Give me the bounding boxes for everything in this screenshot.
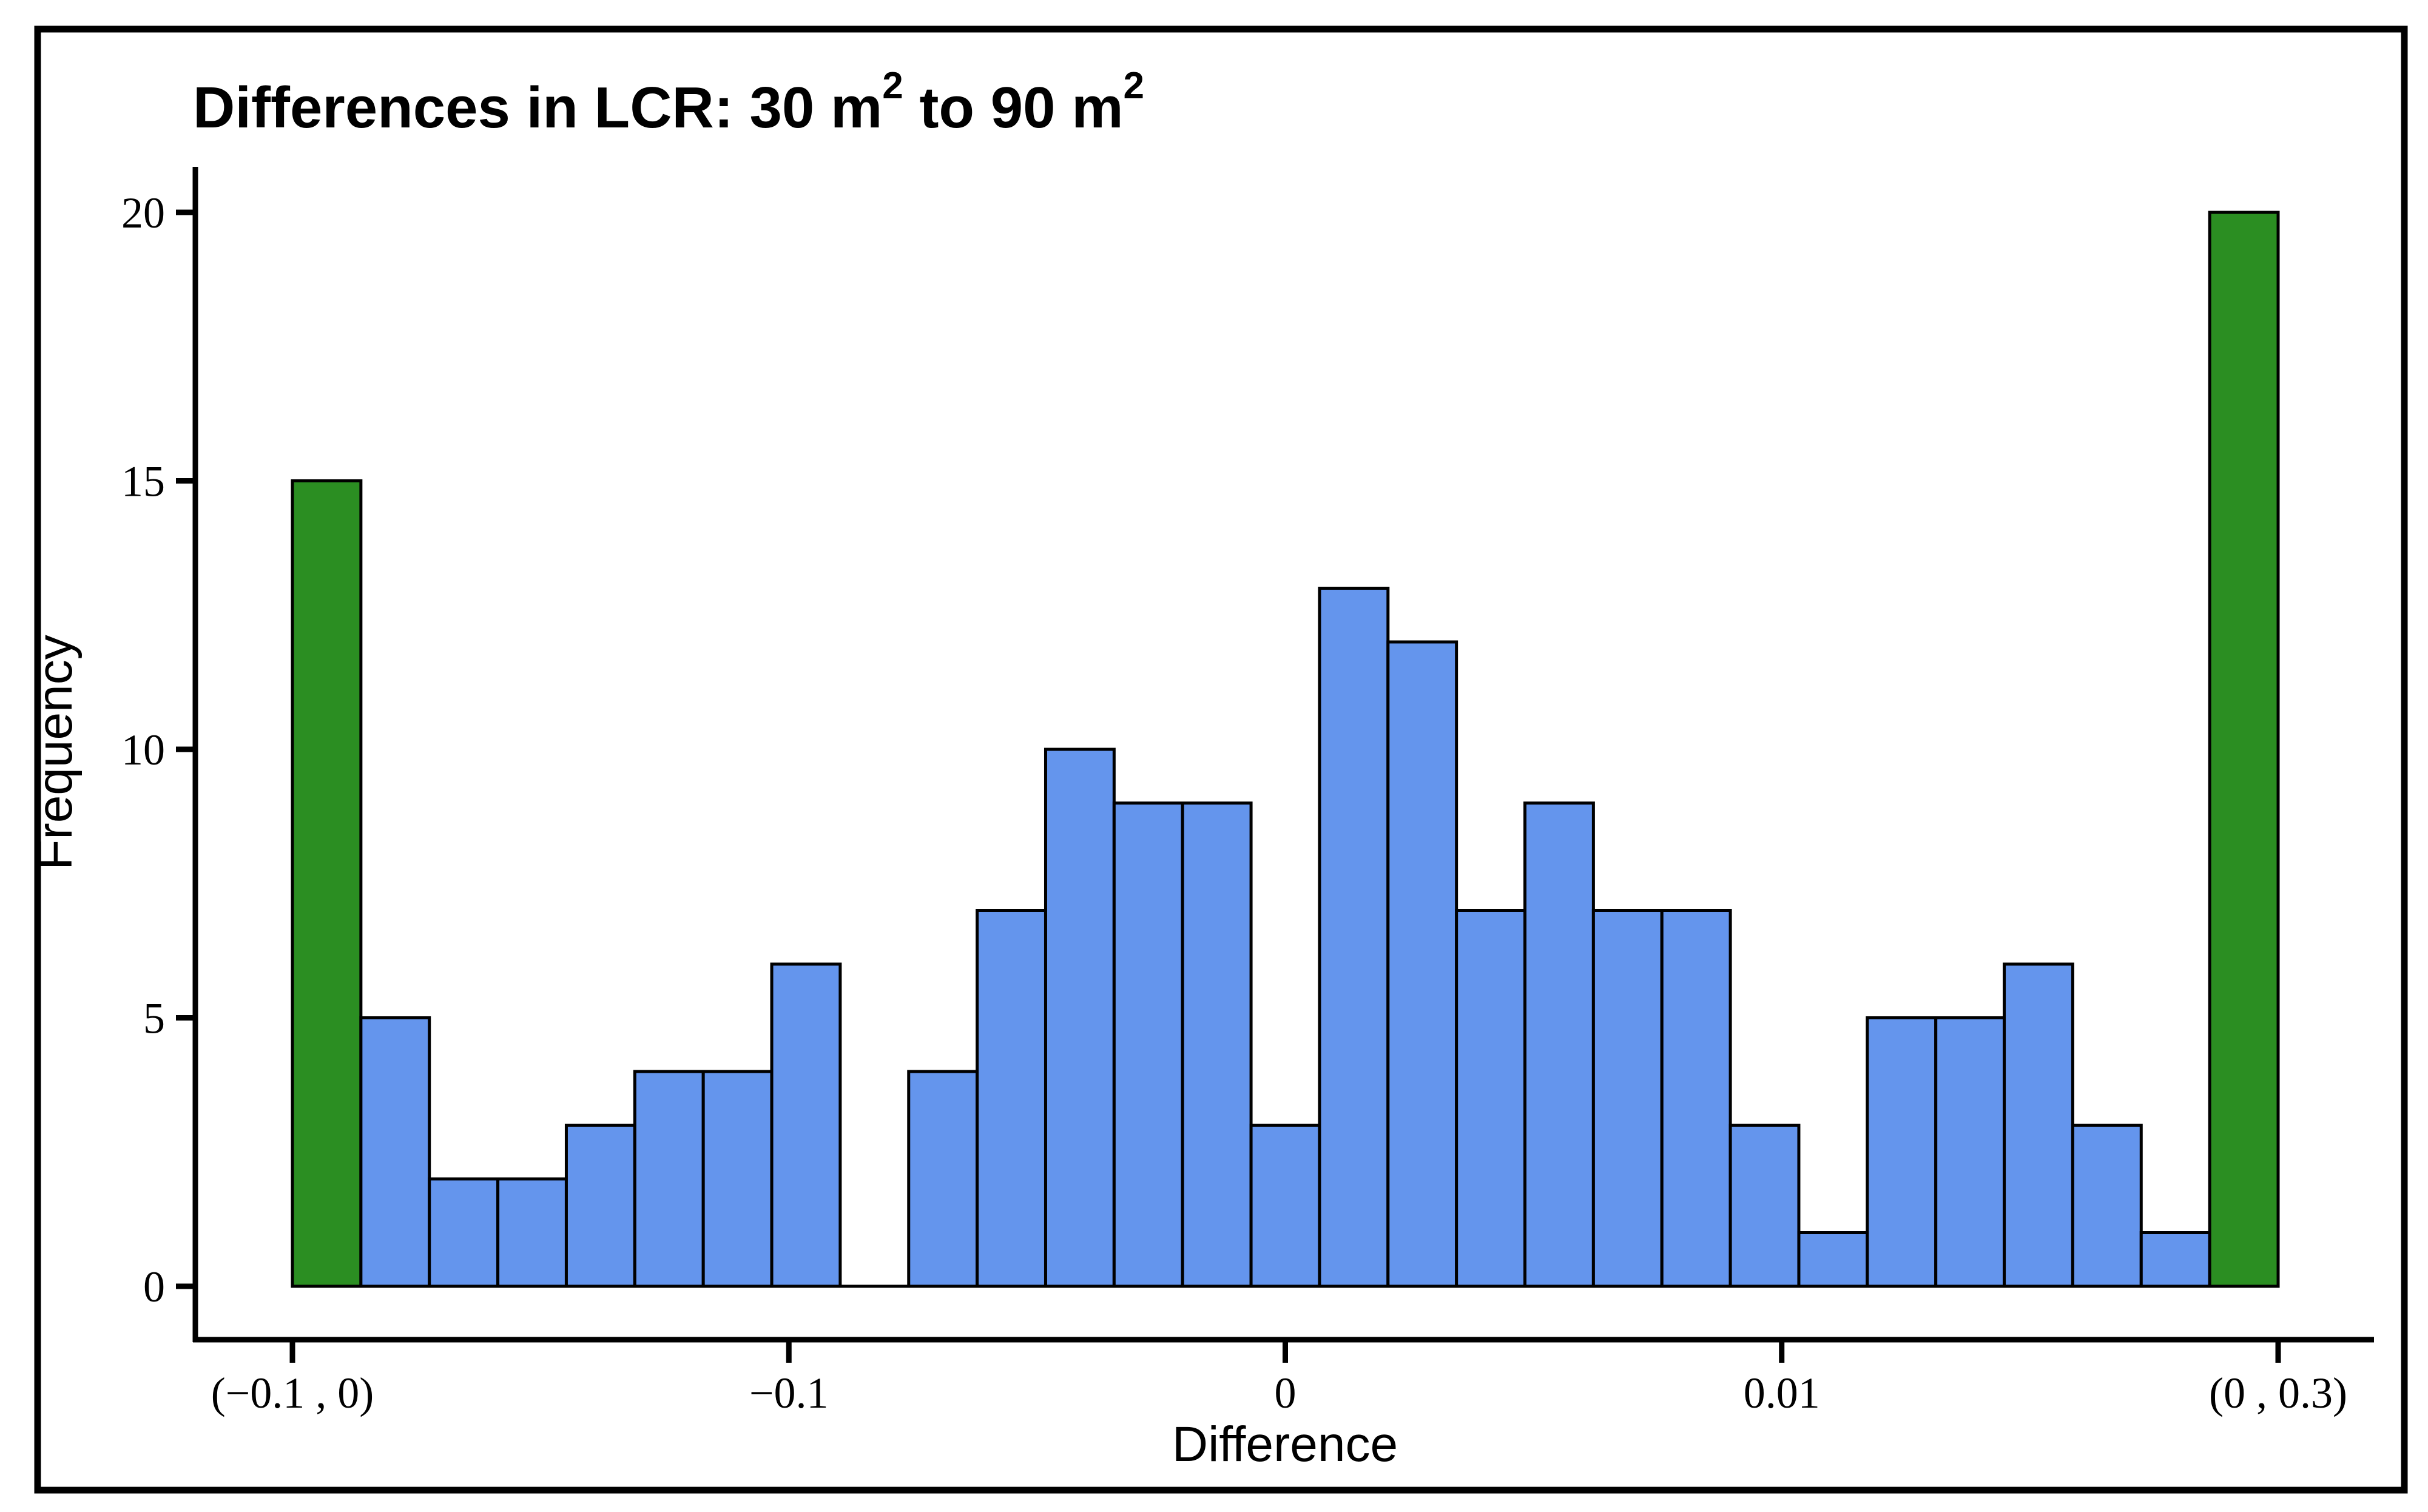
x-tick-label: 0 [1275, 1369, 1297, 1417]
histogram-bar-highlight [2208, 211, 2280, 1288]
y-tick-label: 5 [143, 994, 165, 1043]
x-tick-label: 0.01 [1744, 1369, 1820, 1417]
histogram-bar [1523, 802, 1595, 1288]
x-axis-label: Difference [1172, 1417, 1398, 1472]
histogram-bar [2003, 962, 2074, 1288]
histogram-bar [1660, 909, 1732, 1288]
histogram-bar [770, 962, 842, 1288]
histogram-bar [1797, 1231, 1869, 1288]
histogram-bars-group [291, 211, 2280, 1288]
histogram-bar [428, 1177, 500, 1288]
histogram-bar [564, 1124, 636, 1288]
histogram-bar-highlight [291, 479, 363, 1288]
histogram-bar [1044, 748, 1116, 1288]
figure-frame [34, 25, 2408, 1494]
histogram-bar [1728, 1124, 1801, 1288]
y-axis-label: Frequency [27, 635, 83, 869]
histogram-bar [359, 1016, 431, 1288]
y-tick-label: 10 [121, 726, 165, 774]
chart-title-segment: 2 [1124, 65, 1144, 107]
histogram-bar [2071, 1124, 2143, 1288]
histogram-bar [1866, 1016, 1938, 1288]
histogram-bar [633, 1070, 705, 1288]
histogram-bar [1181, 802, 1253, 1288]
histogram-bar [907, 1070, 979, 1288]
chart-title-segment: Differences in LCR: 30 m [193, 75, 882, 140]
chart-title: Differences in LCR: 30 m2 to 90 m2 [193, 65, 1144, 140]
histogram-bar [976, 909, 1047, 1288]
y-axis-ticks-group: 0 5 10 15 20 [121, 189, 195, 1311]
y-tick-label: 15 [121, 457, 165, 506]
y-tick-label: 0 [143, 1263, 165, 1311]
histogram-bar [1249, 1124, 1321, 1288]
x-axis-ticks-group: (−0.1 , 0) −0.1 0 0.01 (0 , 0.3) [211, 1340, 2347, 1417]
chart-title-segment: to 90 m [903, 75, 1124, 140]
histogram-bar [1386, 640, 1458, 1288]
x-tick-label: −0.1 [749, 1369, 829, 1417]
histogram-bar [701, 1070, 774, 1288]
histogram-bar [496, 1177, 568, 1288]
histogram-bar [1934, 1016, 2006, 1288]
histogram-bar [2139, 1231, 2211, 1288]
y-tick-label: 20 [121, 189, 165, 237]
x-tick-label: (−0.1 , 0) [211, 1369, 374, 1417]
histogram-bar [1591, 909, 1664, 1288]
histogram-bar [1112, 802, 1184, 1288]
chart-title-segment: 2 [882, 65, 903, 107]
histogram-bar [1318, 587, 1390, 1288]
x-tick-label: (0 , 0.3) [2209, 1369, 2347, 1417]
histogram-bar [1455, 909, 1527, 1288]
